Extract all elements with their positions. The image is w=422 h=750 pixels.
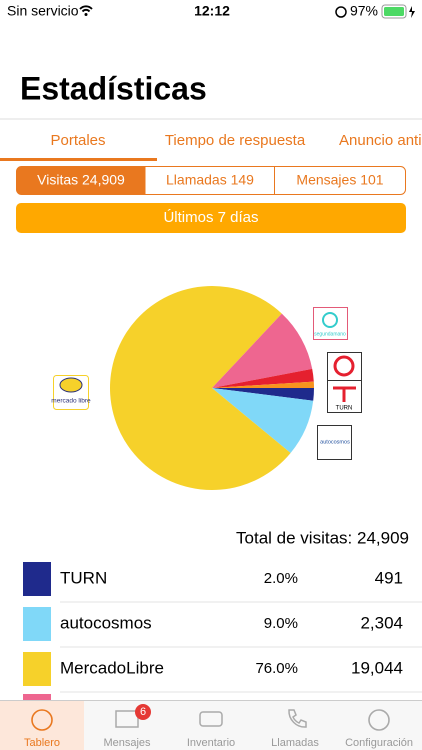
clock: 12:12 <box>194 3 230 19</box>
logo-mark <box>333 386 356 402</box>
badge-count: 6 <box>140 706 146 718</box>
icon-phone <box>288 709 307 728</box>
tab-bar-item[interactable]: Configuración <box>345 737 413 749</box>
legend-swatch <box>23 562 51 596</box>
carrier: Sin servicio <box>7 3 79 19</box>
logo-text: mercado libre <box>51 398 91 405</box>
logo-text: segundamano <box>314 331 346 337</box>
tab-bar-item[interactable]: Inventario <box>187 737 235 749</box>
pie-slice <box>110 286 291 491</box>
logo-text: TURN <box>336 406 353 412</box>
row-count: 491 <box>375 568 403 587</box>
tab-indicator <box>0 158 157 161</box>
row-percent: 9.0% <box>264 615 298 632</box>
logo-mark <box>59 377 83 393</box>
row-count: 19,044 <box>351 658 403 677</box>
tab-bar-selected <box>0 701 84 750</box>
badge <box>135 704 151 720</box>
icon-gauge <box>31 709 53 731</box>
pie-slice <box>212 388 314 401</box>
icon-cars <box>199 711 223 727</box>
total-visits: Total de visitas: 24,909 <box>236 528 409 547</box>
pie-slice <box>212 388 314 454</box>
tab-bar-item[interactable]: Llamadas <box>271 737 319 749</box>
row-percent: 76.0% <box>255 660 298 677</box>
battery-text: 97% <box>350 3 378 19</box>
row-name: MercadoLibre <box>60 658 164 677</box>
battery-level <box>384 7 404 16</box>
segment[interactable]: Llamadas 149 <box>166 172 254 188</box>
wifi-icon <box>79 5 93 13</box>
logo-text: autocosmos <box>320 439 350 445</box>
wifi-dot <box>84 13 88 16</box>
charging-icon <box>409 6 415 18</box>
segment[interactable]: Mensajes 101 <box>296 172 383 188</box>
pie-slice <box>212 381 314 388</box>
logo-mark <box>333 355 355 377</box>
period-button[interactable] <box>16 203 406 233</box>
tab[interactable]: Tiempo de respuesta <box>165 132 306 149</box>
segment[interactable]: Visitas 24,909 <box>37 172 125 188</box>
tab-active[interactable]: Portales <box>50 132 105 149</box>
icon-settings <box>368 709 390 731</box>
legend-swatch <box>23 694 51 702</box>
legend-swatch <box>23 652 51 686</box>
row-name: TURN <box>60 568 107 587</box>
legend-swatch <box>23 607 51 641</box>
pie-slice <box>212 368 314 388</box>
icon-mail <box>115 710 139 728</box>
segment-selected <box>16 166 146 195</box>
row-count: 2,304 <box>360 613 403 632</box>
logo-mark <box>322 312 338 328</box>
tab[interactable]: Anuncio anti <box>339 132 422 149</box>
tab-bar-item[interactable]: Mensajes <box>103 737 151 749</box>
page-title: Estadísticas <box>20 70 207 106</box>
row-name: autocosmos <box>60 613 152 632</box>
period-label: Últimos 7 días <box>163 209 258 226</box>
lock-icon <box>335 6 347 18</box>
row-percent: 2.0% <box>264 570 298 587</box>
pie-slice <box>212 313 313 388</box>
logo <box>317 425 352 460</box>
tab-bar-item[interactable]: Tablero <box>24 737 60 749</box>
battery-frame <box>381 4 407 19</box>
